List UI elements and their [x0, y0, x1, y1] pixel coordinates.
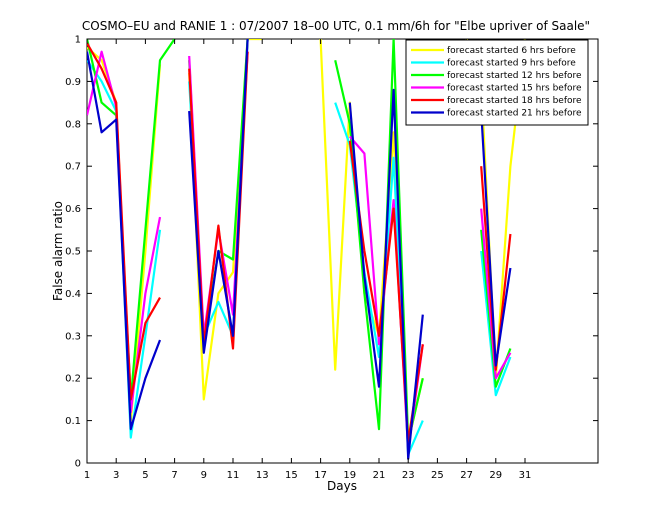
- series-line: [348, 88, 424, 460]
- y-tick-label: 0.1: [65, 416, 81, 427]
- legend-entry: forecast started 6 hrs before: [447, 46, 576, 56]
- series-line: [480, 111, 512, 367]
- legend-entry: forecast started 12 hrs before: [447, 71, 582, 81]
- axis-ticks: 1 3 5 7 9 11 13 15 17 19 21 23 25 27 29 3100.10.20.30.4…: [65, 35, 598, 481]
- y-tick-label: 1: [75, 35, 81, 46]
- x-tick-label: 29: [489, 470, 502, 481]
- x-tick-label: 25: [431, 470, 444, 481]
- series-line: [87, 51, 162, 431]
- legend: forecast started 6 hrs before forecast st…: [405, 39, 589, 126]
- chart-title: COSMO–EU and RANIE 1 : 07/2007 18–00 UTC…: [82, 19, 590, 33]
- series-line: [480, 250, 512, 397]
- y-tick-label: 0.6: [65, 204, 81, 215]
- y-tick-label: 0.5: [65, 247, 81, 258]
- y-tick-label: 0.3: [65, 331, 81, 342]
- x-tick-label: 11: [227, 470, 240, 481]
- legend-entry: forecast started 15 hrs before: [447, 84, 582, 94]
- series-line: [480, 166, 512, 371]
- series-6: [87, 39, 512, 460]
- x-tick-label: 23: [402, 470, 415, 481]
- x-tick-label: 9: [201, 470, 207, 481]
- series-line: [87, 42, 161, 401]
- y-axis-label: False alarm ratio: [51, 201, 65, 301]
- x-tick-label: 7: [171, 470, 177, 481]
- x-tick-label: 19: [343, 470, 356, 481]
- x-tick-label: 31: [519, 470, 532, 481]
- y-tick-label: 0: [75, 459, 81, 470]
- series-line: [480, 208, 512, 380]
- y-tick-label: 0.9: [65, 77, 81, 88]
- legend-box: [405, 39, 589, 126]
- y-tick-label: 0.2: [65, 374, 81, 385]
- legend-entry: forecast started 9 hrs before: [447, 59, 576, 69]
- y-tick-label: 0.7: [65, 162, 81, 173]
- y-tick-label: 0.4: [65, 289, 81, 300]
- series-layer: [87, 39, 527, 460]
- legend-entry: forecast started 18 hrs before: [447, 96, 582, 106]
- x-tick-label: 15: [285, 470, 298, 481]
- x-tick-label: 17: [314, 470, 327, 481]
- x-tick-label: 3: [113, 470, 119, 481]
- x-tick-label: 1: [84, 470, 90, 481]
- legend-entry: forecast started 21 hrs before: [447, 109, 582, 119]
- x-tick-label: 27: [460, 470, 473, 481]
- x-axis-label: Days: [327, 479, 357, 493]
- x-tick-label: 21: [373, 470, 386, 481]
- series-line: [188, 39, 249, 354]
- x-tick-label: 13: [256, 470, 269, 481]
- x-tick-label: 5: [142, 470, 148, 481]
- y-tick-label: 0.8: [65, 119, 81, 130]
